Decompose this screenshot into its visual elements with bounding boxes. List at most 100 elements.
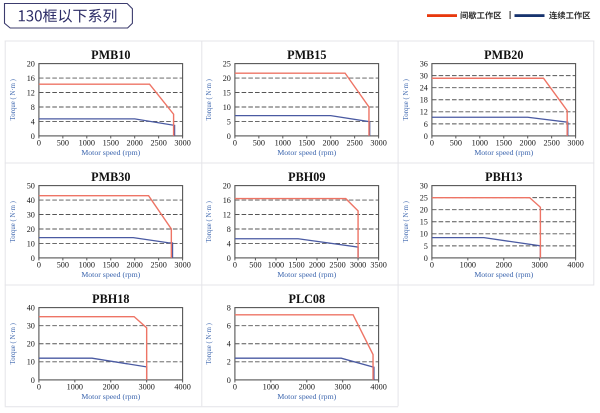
- svg-text:12: 12: [26, 88, 34, 97]
- svg-text:500: 500: [56, 138, 68, 147]
- svg-text:PBH18: PBH18: [92, 292, 129, 306]
- svg-text:2000: 2000: [309, 260, 325, 269]
- svg-text:500: 500: [253, 138, 265, 147]
- svg-text:40: 40: [26, 195, 34, 204]
- svg-text:0: 0: [30, 253, 34, 262]
- svg-text:Torque ( N·m ): Torque ( N·m ): [10, 323, 17, 364]
- svg-text:2500: 2500: [150, 138, 166, 147]
- svg-text:Torque ( N·m ): Torque ( N·m ): [10, 201, 17, 242]
- svg-text:15: 15: [419, 217, 427, 226]
- svg-text:2500: 2500: [330, 260, 346, 269]
- svg-text:6: 6: [423, 119, 427, 128]
- svg-text:20: 20: [223, 73, 231, 82]
- svg-text:4: 4: [227, 339, 231, 348]
- svg-text:20: 20: [419, 205, 427, 214]
- svg-text:4000: 4000: [371, 382, 387, 391]
- svg-text:PMB15: PMB15: [287, 48, 326, 62]
- svg-text:0: 0: [233, 382, 237, 391]
- svg-text:500: 500: [449, 138, 461, 147]
- svg-text:3000: 3000: [371, 138, 387, 147]
- svg-text:0: 0: [227, 131, 231, 140]
- svg-text:4: 4: [30, 117, 34, 126]
- svg-text:5: 5: [227, 117, 231, 126]
- svg-text:Motor speed (rpm): Motor speed (rpm): [278, 269, 337, 278]
- svg-text:4000: 4000: [174, 382, 190, 391]
- svg-text:0: 0: [233, 138, 237, 147]
- svg-text:Motor speed (rpm): Motor speed (rpm): [81, 269, 140, 278]
- svg-text:Motor speed (rpm): Motor speed (rpm): [474, 269, 533, 278]
- svg-text:0: 0: [423, 131, 427, 140]
- svg-text:8: 8: [30, 102, 34, 111]
- svg-text:2500: 2500: [347, 138, 363, 147]
- svg-text:0: 0: [30, 131, 34, 140]
- svg-text:1000: 1000: [263, 382, 279, 391]
- svg-text:1000: 1000: [459, 260, 475, 269]
- svg-text:10: 10: [26, 239, 34, 248]
- svg-text:1000: 1000: [66, 382, 82, 391]
- svg-text:3000: 3000: [350, 260, 366, 269]
- svg-text:2000: 2000: [495, 260, 511, 269]
- svg-text:PBH09: PBH09: [288, 170, 325, 184]
- svg-text:0: 0: [233, 260, 237, 269]
- svg-text:PBH13: PBH13: [485, 170, 522, 184]
- svg-text:Torque ( N·m ): Torque ( N·m ): [10, 79, 17, 120]
- svg-text:0: 0: [37, 138, 41, 147]
- svg-text:500: 500: [250, 260, 262, 269]
- svg-text:2000: 2000: [126, 260, 142, 269]
- svg-text:3000: 3000: [335, 382, 351, 391]
- svg-text:500: 500: [56, 260, 68, 269]
- svg-text:1000: 1000: [471, 138, 487, 147]
- svg-text:25: 25: [223, 59, 231, 68]
- svg-text:2000: 2000: [126, 138, 142, 147]
- svg-text:1000: 1000: [275, 138, 291, 147]
- svg-text:1000: 1000: [78, 138, 94, 147]
- svg-text:Torque ( N·m ): Torque ( N·m ): [403, 201, 410, 242]
- svg-text:1500: 1500: [102, 138, 118, 147]
- svg-text:30: 30: [419, 181, 427, 190]
- svg-text:2500: 2500: [150, 260, 166, 269]
- svg-text:30: 30: [26, 210, 34, 219]
- svg-text:2000: 2000: [323, 138, 339, 147]
- svg-text:40: 40: [26, 303, 34, 312]
- svg-text:2000: 2000: [299, 382, 315, 391]
- svg-text:1500: 1500: [289, 260, 305, 269]
- svg-text:8: 8: [227, 303, 231, 312]
- svg-text:4: 4: [227, 239, 231, 248]
- svg-text:4000: 4000: [567, 260, 583, 269]
- svg-text:3000: 3000: [174, 260, 190, 269]
- svg-text:18: 18: [419, 95, 427, 104]
- svg-text:PMB20: PMB20: [484, 48, 523, 62]
- svg-text:10: 10: [223, 102, 231, 111]
- svg-text:Motor speed (rpm): Motor speed (rpm): [81, 147, 140, 156]
- svg-text:20: 20: [26, 339, 34, 348]
- svg-text:2000: 2000: [519, 138, 535, 147]
- svg-text:0: 0: [227, 253, 231, 262]
- svg-text:1500: 1500: [299, 138, 315, 147]
- svg-text:3000: 3000: [138, 382, 154, 391]
- svg-text:0: 0: [429, 138, 433, 147]
- svg-text:3500: 3500: [371, 260, 387, 269]
- svg-text:Torque ( N·m ): Torque ( N·m ): [206, 79, 213, 120]
- svg-text:Motor speed (rpm): Motor speed (rpm): [278, 391, 337, 400]
- svg-text:Motor speed (rpm): Motor speed (rpm): [278, 147, 337, 156]
- svg-text:3000: 3000: [567, 138, 583, 147]
- svg-text:10: 10: [26, 357, 34, 366]
- svg-text:50: 50: [26, 181, 34, 190]
- svg-text:6: 6: [227, 321, 231, 330]
- svg-text:Torque ( N·m ): Torque ( N·m ): [206, 323, 213, 364]
- svg-text:30: 30: [419, 71, 427, 80]
- svg-text:2000: 2000: [102, 382, 118, 391]
- svg-text:15: 15: [223, 88, 231, 97]
- svg-text:10: 10: [419, 229, 427, 238]
- svg-text:1500: 1500: [495, 138, 511, 147]
- svg-text:8: 8: [227, 224, 231, 233]
- svg-text:16: 16: [223, 195, 231, 204]
- svg-text:30: 30: [26, 321, 34, 330]
- svg-text:Torque ( N·m ): Torque ( N·m ): [206, 201, 213, 242]
- svg-text:0: 0: [227, 375, 231, 384]
- svg-text:PLC08: PLC08: [289, 292, 326, 306]
- svg-text:1000: 1000: [78, 260, 94, 269]
- svg-text:24: 24: [419, 83, 427, 92]
- svg-text:PMB30: PMB30: [91, 170, 130, 184]
- svg-text:Motor speed (rpm): Motor speed (rpm): [81, 391, 140, 400]
